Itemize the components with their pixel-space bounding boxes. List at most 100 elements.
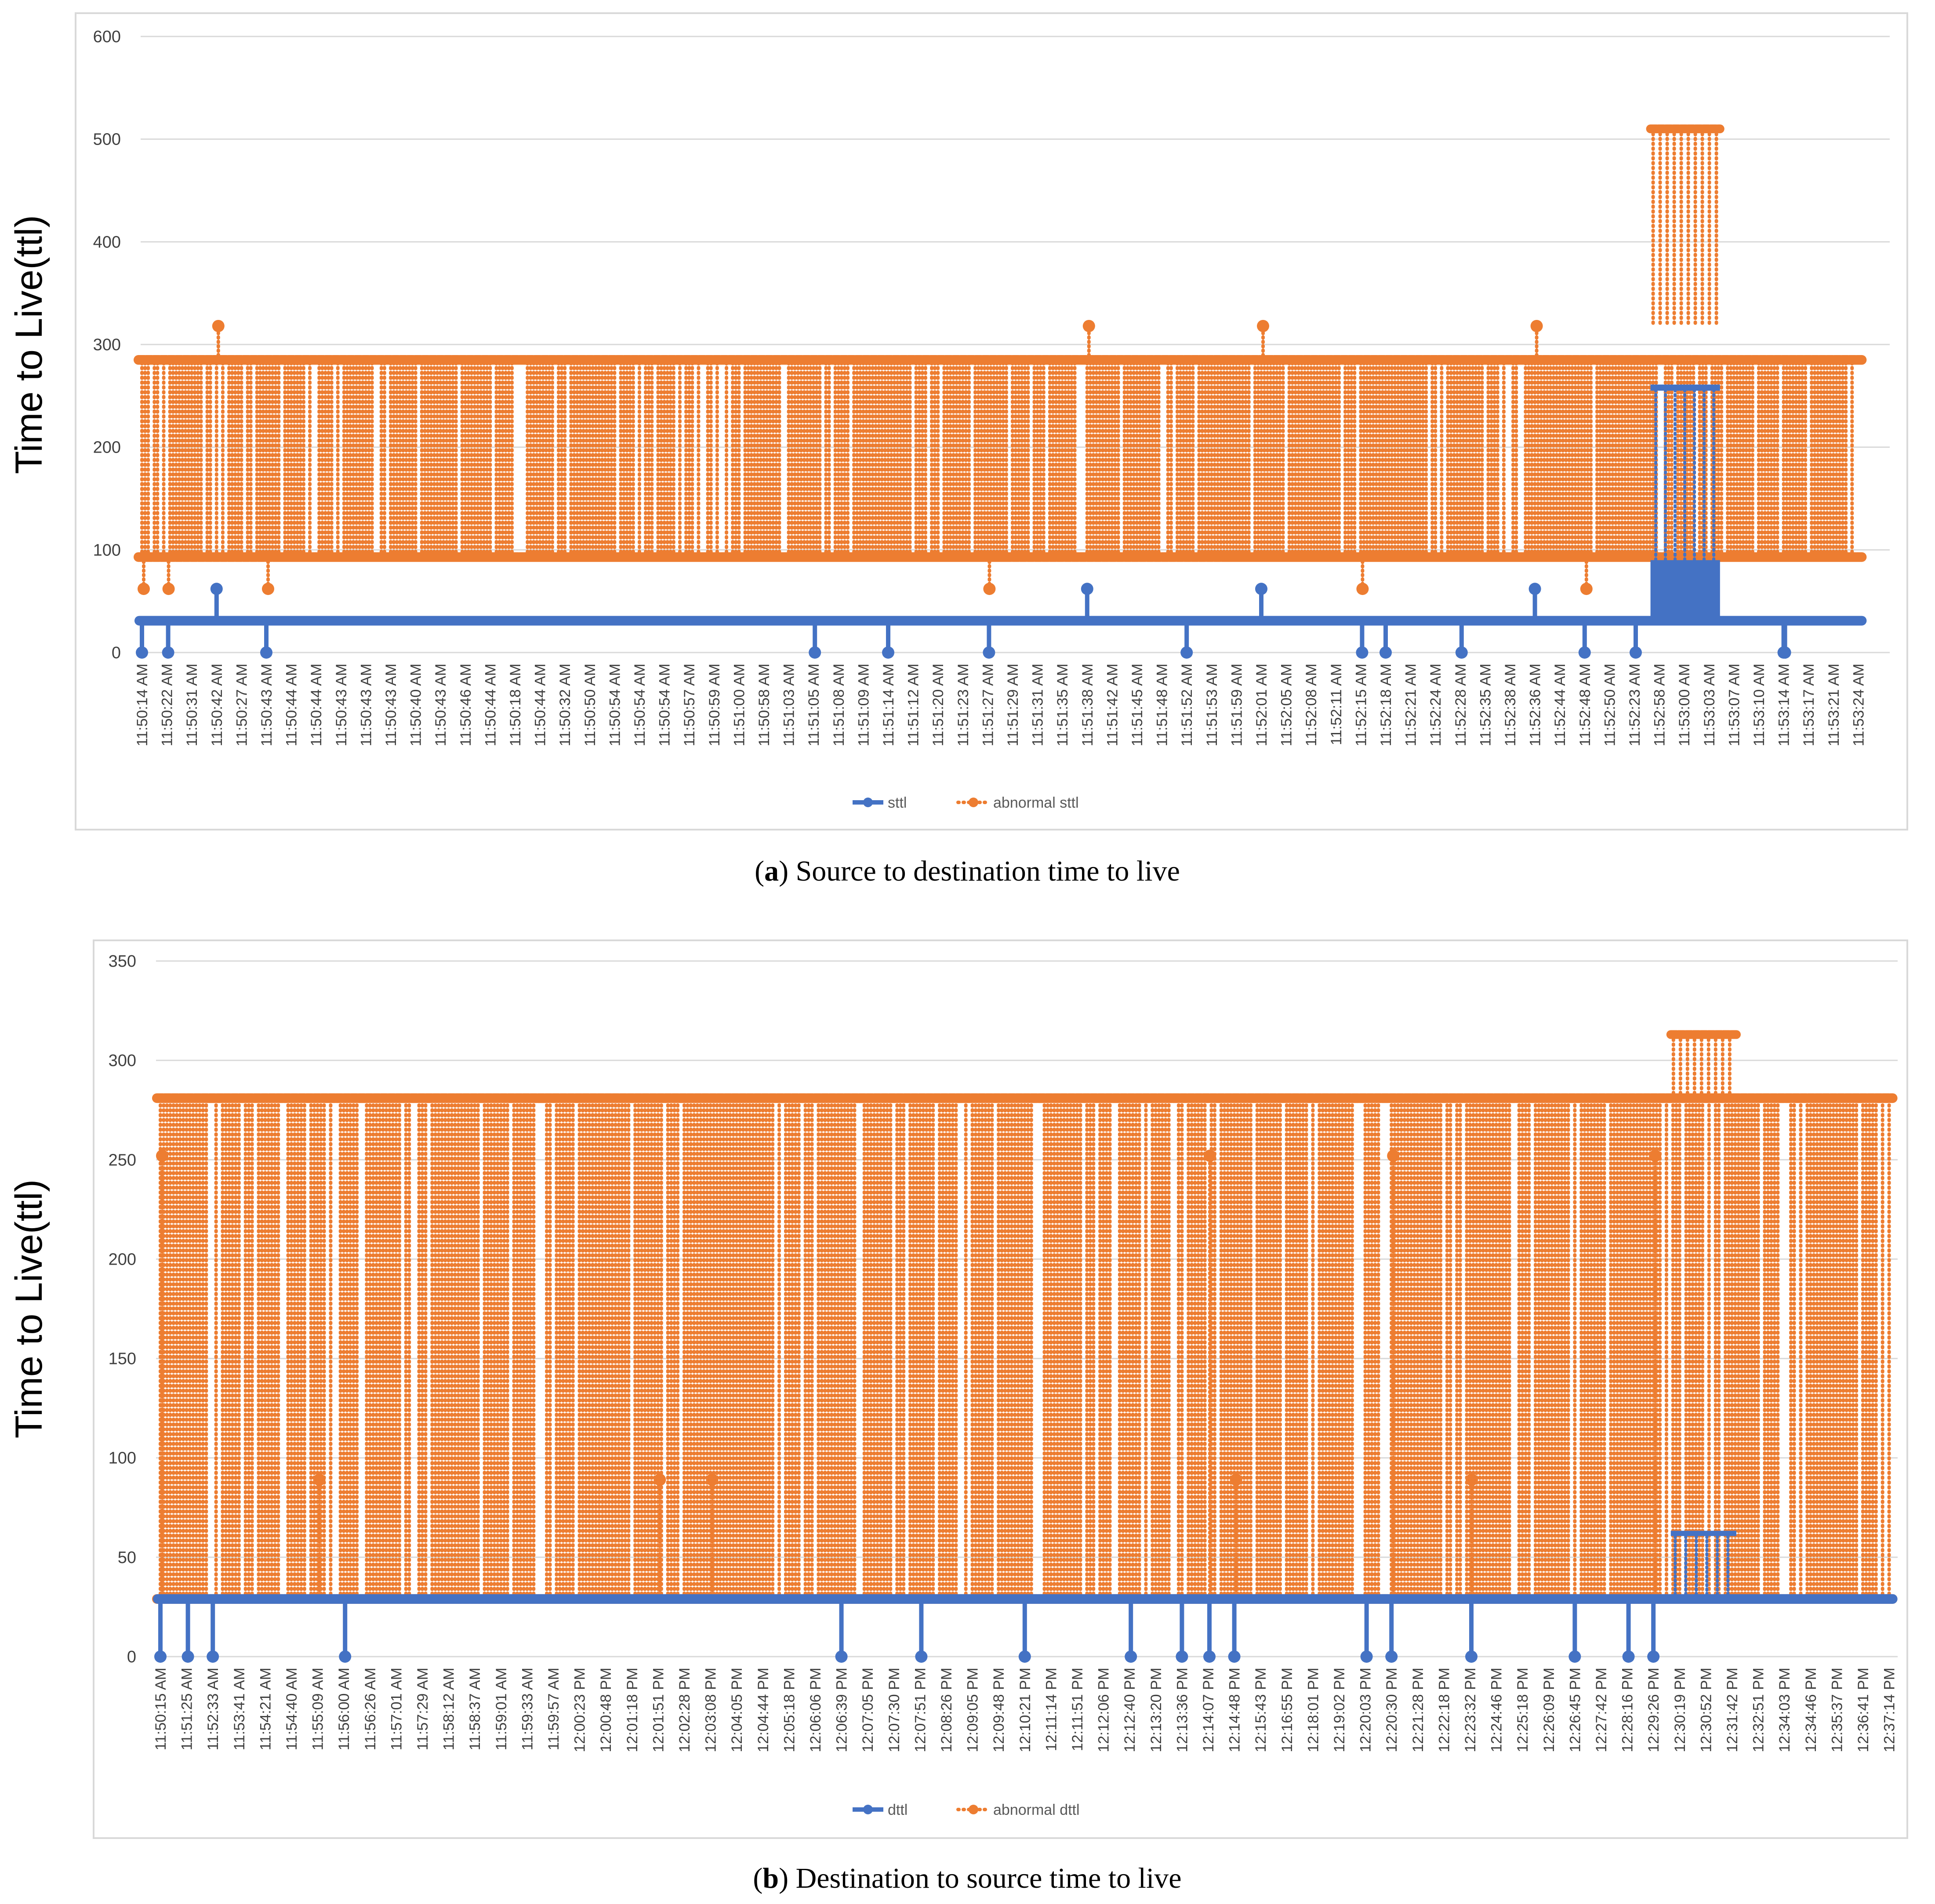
legend-marker-normal: [863, 798, 873, 807]
abnormal-outlier-marker: [1230, 1473, 1242, 1486]
x-tick-label: 12:04:44 PM: [755, 1668, 772, 1752]
x-tick-label: 12:14:07 PM: [1200, 1668, 1217, 1752]
normal-drop-marker: [1180, 646, 1193, 659]
x-tick-label: 11:52:23 AM: [1626, 664, 1643, 746]
x-tick-label: 11:51:14 AM: [880, 664, 897, 746]
abnormal-outlier-marker: [1204, 1150, 1216, 1162]
x-tick-label: 11:51:45 AM: [1129, 664, 1146, 746]
legend-label-abnormal: abnormal dttl: [993, 1802, 1080, 1818]
x-tick-label: 11:50:15 AM: [152, 1668, 169, 1750]
normal-drop-marker: [1125, 1650, 1137, 1663]
abnormal-outlier-marker: [162, 583, 175, 595]
x-tick-label: 11:50:40 AM: [408, 664, 425, 746]
x-tick-label: 11:50:50 AM: [582, 664, 599, 746]
x-tick-label: 12:07:51 PM: [912, 1668, 929, 1752]
x-tick-label: 11:52:15 AM: [1353, 664, 1369, 746]
x-tick-label: 12:03:08 PM: [703, 1668, 719, 1752]
x-tick-label: 11:51:25 AM: [179, 1668, 196, 1750]
x-tick-label: 11:51:23 AM: [955, 664, 972, 746]
x-tick-label: 11:50:32 AM: [557, 664, 574, 746]
y-tick-label: 250: [109, 1151, 136, 1169]
x-tick-label: 12:19:02 PM: [1331, 1668, 1348, 1752]
abnormal-outlier-marker: [1649, 1150, 1662, 1162]
x-tick-label: 12:07:05 PM: [860, 1668, 876, 1752]
abnormal-outlier-marker: [1082, 319, 1095, 332]
x-tick-label: 11:51:08 AM: [831, 664, 847, 746]
x-tick-label: 12:26:45 PM: [1567, 1668, 1583, 1752]
x-tick-label: 12:21:28 PM: [1410, 1668, 1427, 1752]
normal-drop-marker: [1465, 1650, 1478, 1663]
x-tick-label: 11:50:44 AM: [283, 664, 300, 746]
x-tick-label: 12:20:03 PM: [1358, 1668, 1374, 1752]
x-tick-label: 11:50:22 AM: [159, 664, 176, 746]
x-tick-label: 11:52:11 AM: [1328, 664, 1345, 745]
x-tick-label: 11:50:43 AM: [258, 664, 275, 746]
x-tick-label: 11:50:54 AM: [632, 664, 648, 746]
x-tick-label: 12:06:06 PM: [807, 1668, 824, 1752]
abnormal-outlier-marker: [156, 1150, 168, 1162]
normal-drop-marker: [1018, 1650, 1031, 1663]
x-tick-label: 11:51:09 AM: [855, 664, 872, 746]
legend-label-normal: sttl: [888, 794, 907, 811]
x-tick-label: 12:34:46 PM: [1803, 1668, 1819, 1752]
normal-drop-marker: [1455, 646, 1468, 659]
x-tick-label: 12:31:42 PM: [1724, 1668, 1741, 1752]
x-tick-label: 12:06:39 PM: [834, 1668, 850, 1752]
chart-panel-a: 0 100 200 300 400 500 600 Time to Live(ttl) 11:5…: [8, 12, 1908, 887]
abnormal-outlier-marker: [313, 1473, 326, 1486]
x-tick-label: 12:30:19 PM: [1672, 1668, 1688, 1752]
abnormal-series: [134, 124, 1867, 595]
x-tick-label: 12:13:20 PM: [1148, 1668, 1165, 1752]
x-tick-label: 12:11:14 PM: [1043, 1668, 1060, 1751]
x-tick-label: 11:50:43 AM: [432, 664, 449, 746]
caption-open-paren: (: [755, 855, 764, 887]
x-tick-label: 11:50:43 AM: [333, 664, 350, 746]
x-tick-label: 11:52:38 AM: [1502, 664, 1519, 746]
x-tick-label: 11:52:58 AM: [1652, 664, 1668, 746]
x-tick-label: 11:52:05 AM: [1278, 664, 1295, 746]
x-tick-label: 12:26:09 PM: [1541, 1668, 1557, 1752]
x-tick-label: 12:11:51 PM: [1069, 1668, 1086, 1751]
x-tick-label: 11:50:44 AM: [308, 664, 325, 746]
figure-caption: (b) Destination to source time to live: [753, 1862, 1181, 1894]
normal-drop-marker: [339, 1650, 352, 1663]
x-tick-label: 11:52:44 AM: [1552, 664, 1568, 746]
x-tick-label: 11:51:03 AM: [781, 664, 798, 746]
caption-close-paren: ): [779, 855, 795, 887]
x-tick-label: 11:50:14 AM: [134, 664, 151, 746]
x-tick-label: 11:51:20 AM: [930, 664, 947, 746]
normal-drop-marker: [1203, 1650, 1216, 1663]
x-tick-label: 11:58:37 AM: [467, 1668, 483, 1750]
caption-letter: b: [762, 1862, 779, 1894]
x-tick-label: 12:15:43 PM: [1252, 1668, 1269, 1752]
x-tick-label: 11:51:29 AM: [1005, 664, 1021, 746]
normal-drop-marker: [136, 646, 148, 659]
x-tick-label: 12:30:52 PM: [1698, 1668, 1714, 1752]
normal-drop-marker: [882, 646, 894, 659]
x-tick-label: 11:53:00 AM: [1676, 664, 1693, 746]
normal-drop-marker: [1356, 646, 1369, 659]
chart-panel-b: 0 50 100 150 200 250 300 350 Time to Live(ttl) 11…: [8, 939, 1908, 1894]
x-tick-label: 11:50:58 AM: [756, 664, 773, 746]
x-tick-label: 11:59:33 AM: [519, 1668, 536, 1750]
x-tick-label: 11:50:44 AM: [532, 664, 549, 746]
abnormal-outlier-marker: [212, 319, 225, 332]
x-tick-label: 11:51:38 AM: [1079, 664, 1096, 746]
normal-spike-marker: [1255, 583, 1267, 595]
normal-drop-marker: [1630, 646, 1642, 659]
x-tick-label: 12:27:42 PM: [1593, 1668, 1610, 1752]
normal-drop-marker: [809, 646, 821, 659]
x-tick-label: 11:56:00 AM: [336, 1668, 352, 1750]
x-tick-label: 11:52:35 AM: [1477, 664, 1494, 746]
x-tick-label: 11:50:46 AM: [457, 664, 474, 746]
y-tick-label: 100: [109, 1449, 136, 1468]
x-tick-label: 12:28:16 PM: [1619, 1668, 1636, 1752]
x-tick-label: 12:14:48 PM: [1227, 1668, 1243, 1752]
x-tick-label: 12:29:26 PM: [1645, 1668, 1662, 1752]
x-tick-label: 11:53:41 AM: [231, 1668, 248, 1750]
abnormal-outlier-marker: [1466, 1473, 1478, 1486]
y-tick-label: 300: [93, 336, 121, 354]
y-tick-label: 500: [93, 131, 121, 149]
x-tick-label: 12:04:05 PM: [729, 1668, 745, 1752]
x-tick-label: 11:59:57 AM: [545, 1668, 562, 1750]
